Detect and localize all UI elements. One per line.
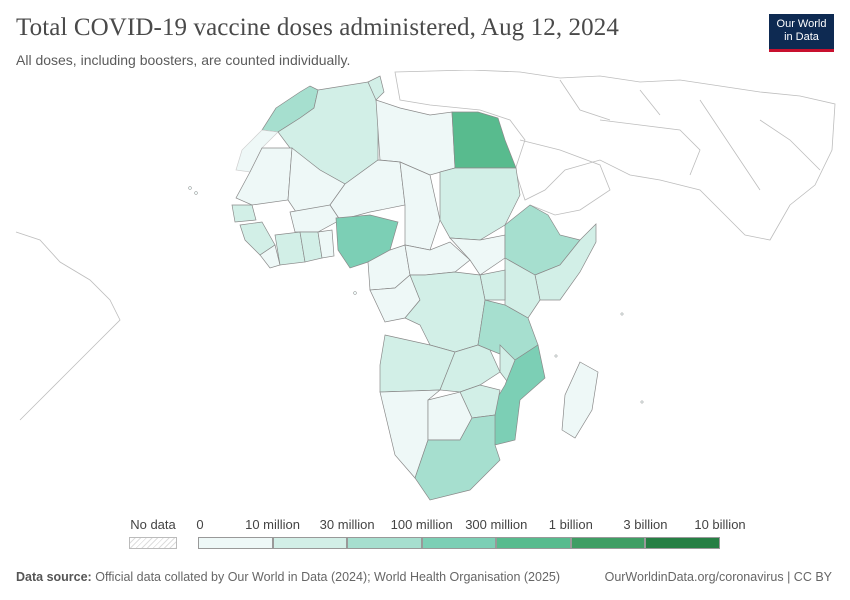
legend-tick-label: 10 billion <box>694 517 746 532</box>
logo-line-1: Our World <box>776 18 827 30</box>
country-egypt <box>451 111 517 169</box>
footer-credit[interactable]: OurWorldinData.org/coronavirus | CC BY <box>604 570 832 584</box>
logo-line-2: in Data <box>784 31 819 43</box>
country-mozambique <box>489 344 546 446</box>
country-zambia <box>439 344 501 393</box>
legend-color-bin[interactable] <box>570 537 646 549</box>
country-madagascar <box>561 361 599 439</box>
owid-logo[interactable]: Our World in Data <box>769 14 834 52</box>
africa-vaccination-map[interactable] <box>0 70 850 510</box>
legend-color-bin[interactable] <box>496 537 571 549</box>
legend-color-bin[interactable] <box>272 537 348 549</box>
chart-title: Total COVID-19 vaccine doses administere… <box>16 14 619 41</box>
country-south-africa <box>414 414 501 501</box>
chart-subtitle: All doses, including boosters, are count… <box>16 52 351 68</box>
small-islands <box>188 186 644 404</box>
legend-tick-label: 1 billion <box>548 517 593 532</box>
legend-tick-label: 30 million <box>319 517 375 532</box>
country-chad <box>399 161 441 251</box>
africa-countries <box>231 75 599 501</box>
legend-tick-label: 300 million <box>465 517 528 532</box>
legend-color-bin[interactable] <box>645 537 720 549</box>
legend-tick-label: 10 million <box>245 517 301 532</box>
country-senegal <box>231 204 257 223</box>
country-togo-benin <box>317 229 335 259</box>
country-somalia <box>534 223 597 301</box>
country-drc <box>404 271 486 353</box>
source-text[interactable]: Official data collated by Our World in D… <box>95 570 561 584</box>
source-label: Data source: <box>16 570 92 584</box>
legend-tick-label: 0 <box>196 517 204 532</box>
legend-tick-label: 100 million <box>390 517 453 532</box>
legend-color-bin[interactable] <box>347 537 422 549</box>
footer-source: Data source: Official data collated by O… <box>16 570 560 584</box>
legend-color-bin[interactable] <box>421 537 497 549</box>
legend-tick-label: 3 billion <box>623 517 668 532</box>
legend-no-data-label: No data <box>130 517 176 532</box>
legend-no-data-swatch[interactable] <box>129 537 177 549</box>
country-burkina-faso <box>289 204 341 233</box>
legend-color-bin[interactable] <box>198 537 273 549</box>
color-legend: No data 0 10 million 30 million 100 million… <box>0 515 850 555</box>
neighbour-outlines <box>15 70 836 421</box>
country-tunisia <box>367 75 385 101</box>
